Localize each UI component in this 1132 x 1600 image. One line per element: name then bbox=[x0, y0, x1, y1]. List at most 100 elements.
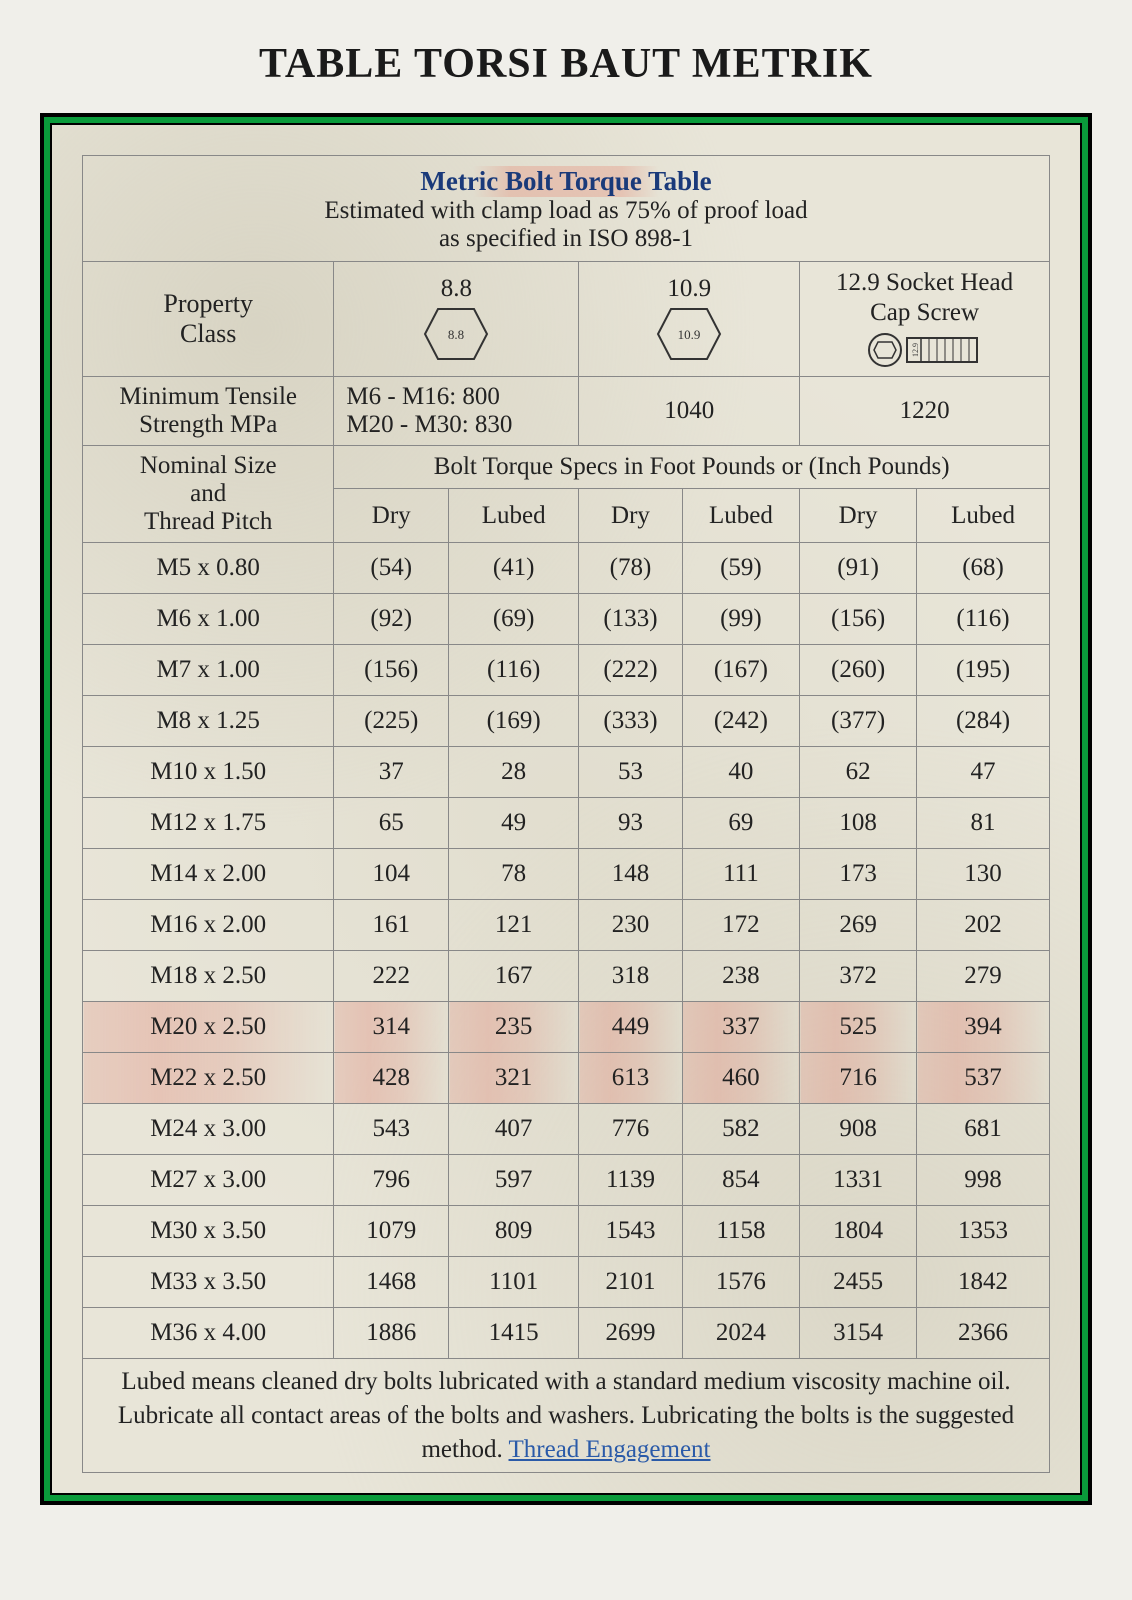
value-cell: 2101 bbox=[579, 1257, 682, 1308]
value-cell: 337 bbox=[682, 1002, 799, 1053]
value-cell: (225) bbox=[334, 696, 449, 747]
class-129-label-1: 12.9 Socket Head bbox=[836, 269, 1013, 296]
value-cell: 394 bbox=[917, 1002, 1050, 1053]
value-cell: 716 bbox=[800, 1053, 917, 1104]
value-cell: 796 bbox=[334, 1155, 449, 1206]
size-cell: M6 x 1.00 bbox=[83, 594, 334, 645]
size-cell: M27 x 3.00 bbox=[83, 1155, 334, 1206]
size-cell: M10 x 1.50 bbox=[83, 747, 334, 798]
data-rows-body: M5 x 0.80(54)(41)(78)(59)(91)(68)M6 x 1.… bbox=[83, 543, 1050, 1359]
value-cell: 130 bbox=[917, 849, 1050, 900]
value-cell: 597 bbox=[449, 1155, 579, 1206]
size-cell: M24 x 3.00 bbox=[83, 1104, 334, 1155]
value-cell: (91) bbox=[800, 543, 917, 594]
tensile-label-2: Strength MPa bbox=[139, 411, 277, 438]
value-cell: 1079 bbox=[334, 1206, 449, 1257]
size-cell: M12 x 1.75 bbox=[83, 798, 334, 849]
table-row: M8 x 1.25(225)(169)(333)(242)(377)(284) bbox=[83, 696, 1050, 747]
value-cell: 809 bbox=[449, 1206, 579, 1257]
tensile-109: 1040 bbox=[579, 377, 800, 446]
value-cell: (284) bbox=[917, 696, 1050, 747]
value-cell: 582 bbox=[682, 1104, 799, 1155]
value-cell: 28 bbox=[449, 747, 579, 798]
col-lubed-3: Lubed bbox=[917, 489, 1050, 543]
size-cell: M7 x 1.00 bbox=[83, 645, 334, 696]
value-cell: 202 bbox=[917, 900, 1050, 951]
value-cell: (133) bbox=[579, 594, 682, 645]
value-cell: 3154 bbox=[800, 1308, 917, 1359]
nominal-label-1: Nominal Size bbox=[140, 452, 277, 479]
table-row: M36 x 4.00188614152699202431542366 bbox=[83, 1308, 1050, 1359]
table-row: M5 x 0.80(54)(41)(78)(59)(91)(68) bbox=[83, 543, 1050, 594]
tensile-row: Minimum Tensile Strength MPa M6 - M16: 8… bbox=[83, 377, 1050, 446]
value-cell: 1468 bbox=[334, 1257, 449, 1308]
size-cell: M8 x 1.25 bbox=[83, 696, 334, 747]
value-cell: 537 bbox=[917, 1053, 1050, 1104]
value-cell: 65 bbox=[334, 798, 449, 849]
table-row: M18 x 2.50222167318238372279 bbox=[83, 951, 1050, 1002]
value-cell: (69) bbox=[449, 594, 579, 645]
value-cell: 269 bbox=[800, 900, 917, 951]
thread-engagement-link[interactable]: Thread Engagement bbox=[509, 1436, 711, 1463]
col-dry-2: Dry bbox=[579, 489, 682, 543]
outer-frame: Metric Bolt Torque Table Estimated with … bbox=[40, 113, 1092, 1505]
value-cell: 428 bbox=[334, 1053, 449, 1104]
value-cell: 321 bbox=[449, 1053, 579, 1104]
value-cell: 62 bbox=[800, 747, 917, 798]
class-129-label-2: Cap Screw bbox=[870, 299, 979, 326]
table-row: M10 x 1.50372853406247 bbox=[83, 747, 1050, 798]
value-cell: 69 bbox=[682, 798, 799, 849]
nominal-label-2: and bbox=[190, 480, 226, 507]
table-row: M16 x 2.00161121230172269202 bbox=[83, 900, 1050, 951]
size-cell: M16 x 2.00 bbox=[83, 900, 334, 951]
value-cell: 525 bbox=[800, 1002, 917, 1053]
table-row: M30 x 3.5010798091543115818041353 bbox=[83, 1206, 1050, 1257]
value-cell: 53 bbox=[579, 747, 682, 798]
value-cell: (68) bbox=[917, 543, 1050, 594]
spec-label: Bolt Torque Specs in Foot Pounds or (Inc… bbox=[334, 446, 1050, 489]
table-subtitle-2: as specified in ISO 898-1 bbox=[439, 225, 693, 252]
value-cell: 318 bbox=[579, 951, 682, 1002]
value-cell: 172 bbox=[682, 900, 799, 951]
nominal-label-3: Thread Pitch bbox=[144, 508, 272, 535]
value-cell: 1101 bbox=[449, 1257, 579, 1308]
value-cell: (377) bbox=[800, 696, 917, 747]
value-cell: (99) bbox=[682, 594, 799, 645]
size-cell: M14 x 2.00 bbox=[83, 849, 334, 900]
value-cell: 1353 bbox=[917, 1206, 1050, 1257]
value-cell: 1804 bbox=[800, 1206, 917, 1257]
table-row: M22 x 2.50428321613460716537 bbox=[83, 1053, 1050, 1104]
value-cell: 1543 bbox=[579, 1206, 682, 1257]
table-header-row: Metric Bolt Torque Table Estimated with … bbox=[83, 156, 1050, 262]
svg-text:12.9: 12.9 bbox=[911, 343, 920, 357]
value-cell: (156) bbox=[334, 645, 449, 696]
svg-text:8.8: 8.8 bbox=[448, 327, 464, 342]
value-cell: 613 bbox=[579, 1053, 682, 1104]
size-cell: M18 x 2.50 bbox=[83, 951, 334, 1002]
table-row: M27 x 3.0079659711398541331998 bbox=[83, 1155, 1050, 1206]
size-cell: M30 x 3.50 bbox=[83, 1206, 334, 1257]
value-cell: 407 bbox=[449, 1104, 579, 1155]
value-cell: 47 bbox=[917, 747, 1050, 798]
value-cell: 2024 bbox=[682, 1308, 799, 1359]
value-cell: 173 bbox=[800, 849, 917, 900]
hex-bolt-icon-109: 10.9 bbox=[654, 305, 724, 363]
value-cell: 235 bbox=[449, 1002, 579, 1053]
table-row: M6 x 1.00(92)(69)(133)(99)(156)(116) bbox=[83, 594, 1050, 645]
value-cell: (156) bbox=[800, 594, 917, 645]
table-row: M14 x 2.0010478148111173130 bbox=[83, 849, 1050, 900]
value-cell: 460 bbox=[682, 1053, 799, 1104]
value-cell: 161 bbox=[334, 900, 449, 951]
hex-bolt-icon-88: 8.8 bbox=[421, 305, 491, 363]
value-cell: 543 bbox=[334, 1104, 449, 1155]
value-cell: (242) bbox=[682, 696, 799, 747]
value-cell: 776 bbox=[579, 1104, 682, 1155]
value-cell: 1158 bbox=[682, 1206, 799, 1257]
size-cell: M22 x 2.50 bbox=[83, 1053, 334, 1104]
value-cell: 238 bbox=[682, 951, 799, 1002]
tensile-label-1: Minimum Tensile bbox=[119, 383, 297, 410]
value-cell: 108 bbox=[800, 798, 917, 849]
value-cell: 1576 bbox=[682, 1257, 799, 1308]
value-cell: 449 bbox=[579, 1002, 682, 1053]
value-cell: (78) bbox=[579, 543, 682, 594]
